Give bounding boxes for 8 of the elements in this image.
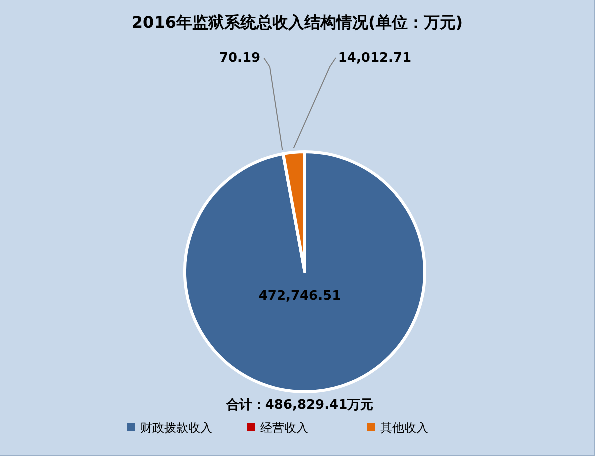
legend-label: 经营收入 (260, 421, 308, 435)
legend-label: 其他收入 (380, 421, 428, 435)
data-label: 70.19 (219, 51, 261, 66)
chart-title: 2016年监狱系统总收入结构情况(单位：万元) (132, 13, 464, 32)
data-label: 472,746.51 (258, 289, 342, 304)
data-label: 14,012.71 (338, 51, 412, 66)
text: 合计：486,829.41万元 (225, 397, 374, 413)
legend-label: 财政拨款收入 (140, 421, 212, 435)
